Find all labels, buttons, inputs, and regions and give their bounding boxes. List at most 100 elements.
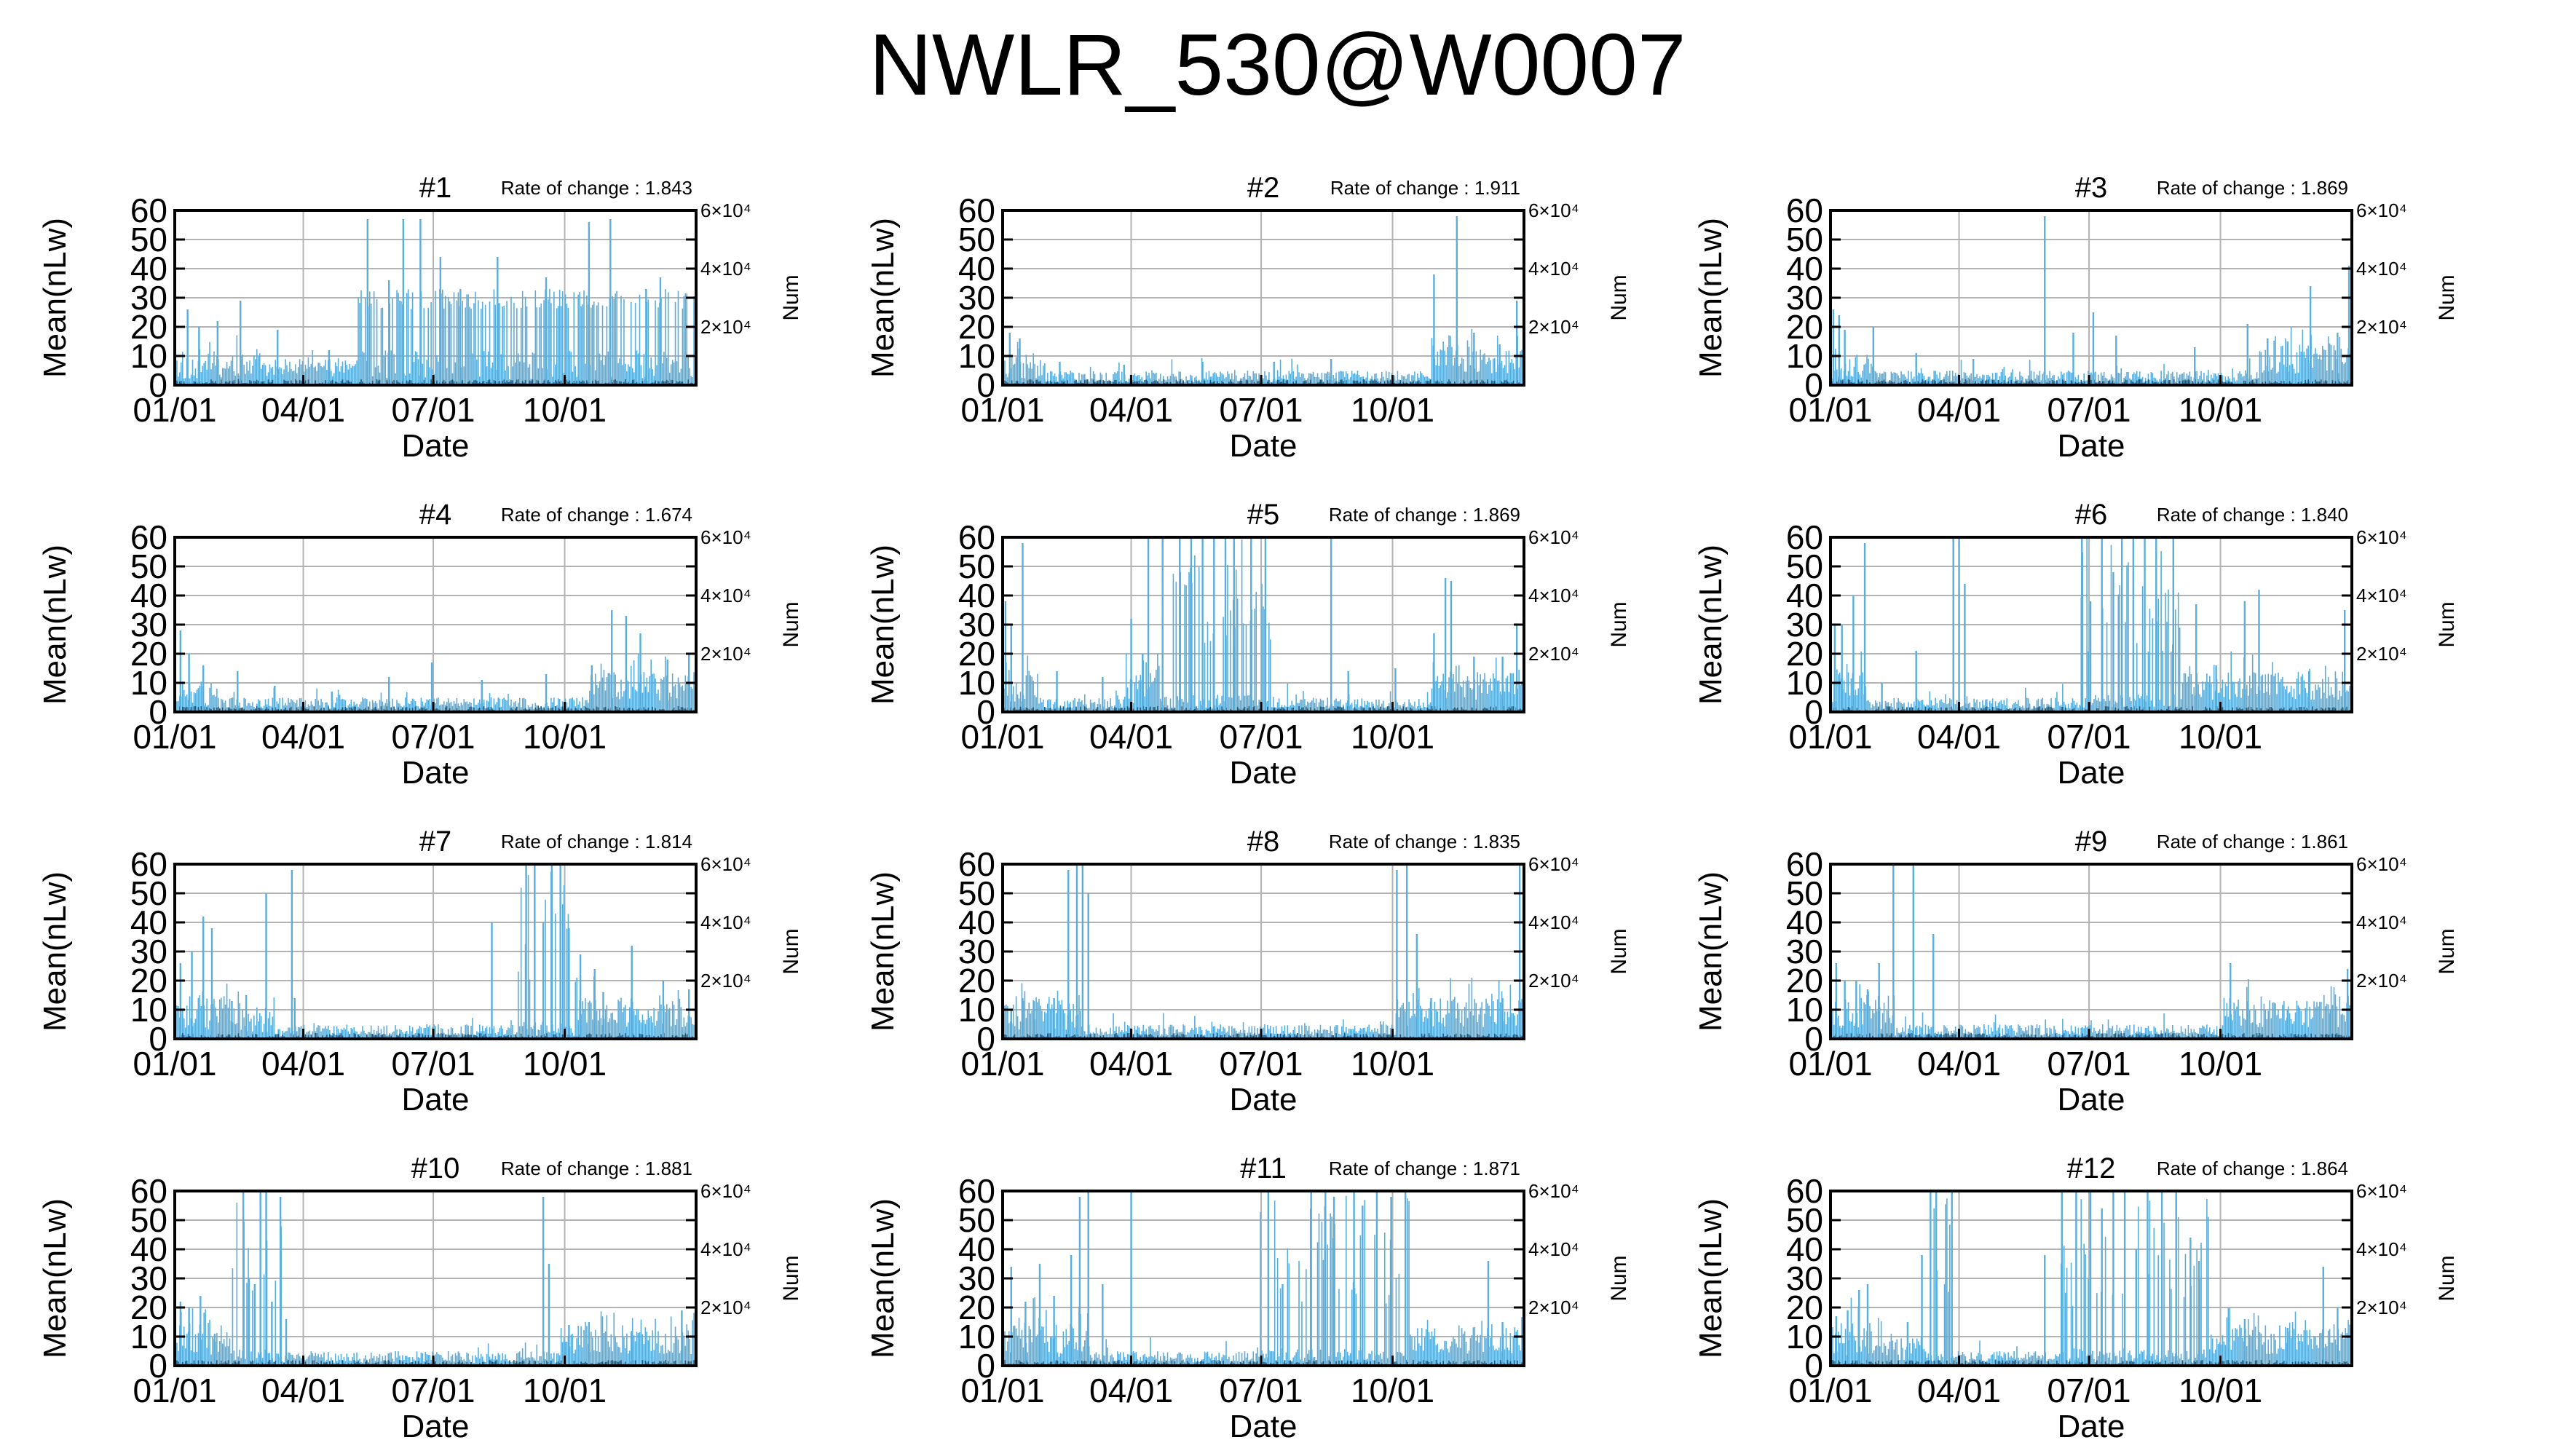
x-tick-label: 10/01 [523,391,607,429]
y-tick-label: 60 [130,518,167,556]
y-tick-label: 60 [130,845,167,883]
y-tick-label: 40 [130,577,167,614]
x-tick-label: 07/01 [391,718,475,756]
x-tick-label: 10/01 [1351,718,1434,756]
y2-axis-label: Num [779,928,803,974]
y-tick-label: 20 [130,308,167,346]
y-tick-label: 10 [958,664,995,702]
x-tick-label: 10/01 [2179,391,2262,429]
bars [1831,216,2352,385]
x-tick-label: 01/01 [960,391,1044,429]
y-tick-label: 30 [130,606,167,644]
y-tick-label: 20 [958,308,995,346]
x-tick-label: 01/01 [1788,718,1872,756]
y2-tick-label: 6×10⁴ [700,199,751,221]
y2-tick-label: 2×10⁴ [1528,316,1579,338]
rate-of-change: Rate of change : 1.843 [501,177,692,199]
y2-tick-label: 2×10⁴ [700,316,751,338]
y-tick-label: 30 [1786,606,1823,644]
y2-axis-label: Num [2435,601,2459,647]
x-tick-label: 04/01 [261,391,345,429]
y-tick-label: 0 [1804,693,1823,731]
y2-tick-label: 4×10⁴ [1528,258,1579,280]
y-axis-label: Mean(nLw) [37,871,73,1032]
y-tick-label: 50 [1786,221,1823,258]
y2-tick-label: 2×10⁴ [2356,643,2407,665]
panel-title: #2 [1247,172,1280,204]
y-tick-label: 10 [958,337,995,375]
y2-tick-label: 2×10⁴ [1528,643,1579,665]
y-tick-label: 60 [130,191,167,229]
y-tick-label: 10 [130,991,167,1029]
y2-tick-label: 4×10⁴ [1528,585,1579,606]
y-tick-label: 40 [958,250,995,288]
x-tick-label: 04/01 [261,718,345,756]
y2-axis-label: Num [1607,601,1631,647]
y2-axis-label: Num [779,274,803,320]
rate-of-change: Rate of change : 1.814 [501,831,692,852]
y-tick-label: 0 [976,366,995,404]
x-tick-label: 07/01 [391,1045,475,1083]
rate-of-change: Rate of change : 1.869 [1329,504,1520,526]
y-tick-label: 30 [130,933,167,970]
y-tick-label: 40 [1786,250,1823,288]
y-tick-label: 60 [1786,191,1823,229]
x-axis-label: Date [1230,428,1298,464]
y-axis-label: Mean(nLw) [865,545,901,705]
y2-tick-label: 4×10⁴ [700,258,751,280]
x-axis-label: Date [2058,428,2125,464]
x-axis-label: Date [402,428,470,464]
x-tick-label: 01/01 [133,391,216,429]
page-title: NWLR_530@W0007 [869,16,1686,114]
y2-tick-label: 4×10⁴ [700,585,751,606]
x-tick-label: 04/01 [1089,391,1173,429]
y2-axis-label: Num [1607,274,1631,320]
y-tick-label: 0 [149,693,167,731]
y2-tick-label: 6×10⁴ [2356,526,2407,548]
y-tick-label: 50 [1786,547,1823,585]
y-tick-label: 50 [130,874,167,912]
y-tick-label: 30 [958,279,995,317]
x-tick-label: 07/01 [1219,718,1303,756]
x-axis-label: Date [2058,755,2125,791]
y-tick-label: 20 [1786,308,1823,346]
y-tick-label: 60 [958,518,995,556]
y2-tick-label: 6×10⁴ [700,853,751,875]
y-tick-label: 40 [958,577,995,614]
x-tick-label: 10/01 [2179,718,2262,756]
y-axis-label: Mean(nLw) [865,218,901,378]
y-axis-label: Mean(nLw) [1693,218,1729,378]
y-tick-label: 20 [958,635,995,673]
panel-title: #6 [2075,499,2108,531]
panel-title: #4 [419,499,452,531]
y-tick-label: 40 [130,250,167,288]
y-tick-label: 20 [130,962,167,1000]
y2-tick-label: 2×10⁴ [700,970,751,992]
y-tick-label: 60 [1786,518,1823,556]
y2-axis-label: Num [779,601,803,647]
y-tick-label: 10 [1786,664,1823,702]
rate-of-change: Rate of change : 1.869 [2157,177,2348,199]
y2-tick-label: 4×10⁴ [2356,585,2407,606]
x-tick-label: 01/01 [133,718,216,756]
y2-tick-label: 6×10⁴ [2356,199,2407,221]
y-tick-label: 10 [130,664,167,702]
y-tick-label: 10 [1786,337,1823,375]
x-tick-label: 07/01 [2047,391,2131,429]
bars [1003,216,1524,385]
y-tick-label: 30 [130,279,167,317]
y-tick-label: 0 [976,693,995,731]
y2-tick-label: 6×10⁴ [700,526,751,548]
x-tick-label: 04/01 [1917,391,2001,429]
panel-title: #7 [419,826,452,858]
x-axis-label: Date [402,1082,470,1117]
x-tick-label: 01/01 [960,718,1044,756]
bars [175,864,696,1039]
y2-tick-label: 6×10⁴ [1528,526,1579,548]
